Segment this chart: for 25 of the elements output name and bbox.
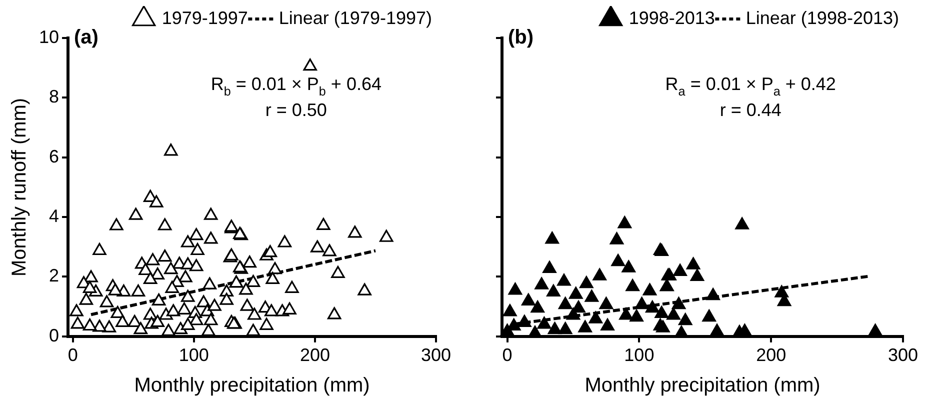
x-tick-label: 0 [68, 345, 78, 366]
y-tick-label: 6 [49, 146, 60, 166]
y-axis-title: Monthly runoff (mm) [8, 98, 31, 276]
x-tick-label: 100 [624, 345, 654, 366]
x-tick-label: 200 [300, 345, 330, 366]
x-tick-label: 300 [888, 345, 918, 366]
annotation: r = 0.50 [265, 100, 327, 120]
legend-label: Linear (1998-2013) [746, 8, 900, 28]
legend-label: 1979-1997 [162, 8, 248, 28]
y-tick-label: 4 [49, 206, 60, 226]
annotation: r = 0.44 [720, 100, 782, 120]
x-tick-label: 0 [502, 345, 512, 366]
legend-label: 1998-2013 [628, 8, 715, 28]
chart-title: (a) [74, 26, 98, 49]
legend-label: Linear (1979-1997) [278, 8, 432, 28]
y-tick-label: 0 [49, 325, 60, 346]
y-tick-label: 2 [49, 266, 60, 286]
y-tick-label: 10 [38, 26, 60, 47]
x-tick-label: 200 [756, 345, 786, 366]
x-tick-label: 300 [420, 345, 452, 366]
x-tick-label: 100 [178, 345, 209, 366]
x-axis-title: Monthly precipitation (mm) [584, 374, 820, 397]
chart-title: (b) [508, 26, 534, 49]
y-tick-label: 8 [49, 86, 60, 107]
x-axis-title: Monthly precipitation (mm) [134, 374, 370, 397]
